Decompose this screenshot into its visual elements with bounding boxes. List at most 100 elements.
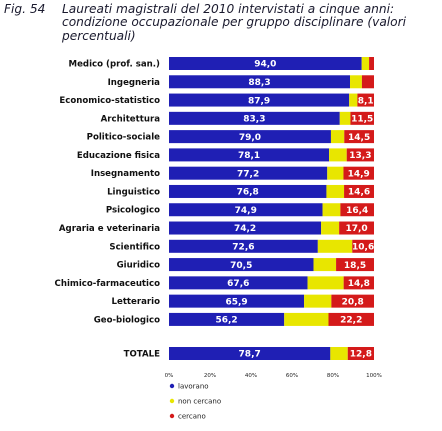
- bar-segment-cercano: [328, 312, 374, 326]
- x-tick-label: 20%: [204, 373, 216, 379]
- category-label: Scientifico: [109, 242, 160, 252]
- x-tick-label: 60%: [286, 373, 298, 379]
- figure-number: Fig. 54: [4, 2, 46, 16]
- data-label: 79,0: [239, 133, 261, 143]
- bar-segment-cercano: [331, 294, 374, 308]
- bar-segment-non-cercano: [330, 130, 345, 144]
- category-label: Medico (prof. san.): [69, 60, 161, 70]
- bar-segment-lavorano: [169, 312, 285, 326]
- data-label: 14,8: [348, 279, 370, 289]
- data-label: 74,2: [234, 224, 256, 234]
- data-label: 22,2: [340, 316, 362, 326]
- data-label: 11,5: [351, 115, 373, 125]
- chart-title: Laureati magistrali del 2010 intervistat…: [62, 2, 407, 43]
- data-label: 8,1: [358, 96, 374, 106]
- bar-segment-non-cercano: [317, 239, 353, 253]
- bar-segment-cercano: [369, 57, 374, 70]
- bar-segment-non-cercano: [339, 111, 351, 125]
- x-tick-label: 40%: [245, 373, 257, 379]
- bar-segment-cercano: [343, 276, 374, 290]
- data-label: 14,5: [348, 133, 370, 143]
- bar-segment-lavorano: [169, 258, 314, 272]
- bar-segment-cercano: [336, 258, 374, 272]
- bar-segment-non-cercano: [329, 148, 347, 162]
- category-label: Psicologico: [106, 206, 160, 216]
- legend-marker: [169, 383, 175, 389]
- bar-segment-non-cercano: [313, 258, 337, 272]
- data-label: 70,5: [230, 261, 252, 271]
- category-label: Architettura: [101, 114, 161, 124]
- x-tick-label: 0%: [165, 373, 174, 379]
- data-label: 67,6: [227, 279, 249, 289]
- category-label: Insegnamento: [91, 169, 160, 179]
- data-label: 13,3: [349, 151, 371, 161]
- legend-marker: [169, 398, 175, 404]
- bar-segment-non-cercano: [326, 184, 345, 198]
- data-label: 78,1: [238, 151, 260, 161]
- data-label: 72,6: [232, 243, 254, 253]
- category-label: Letterario: [112, 297, 161, 307]
- bar-segment-lavorano: [169, 347, 331, 360]
- data-label: 20,8: [342, 297, 364, 307]
- data-label: 77,2: [237, 169, 259, 179]
- data-label: 87,9: [248, 96, 270, 106]
- bar-segment-non-cercano: [284, 312, 329, 326]
- bar-segment-non-cercano: [350, 75, 362, 89]
- data-label: 83,3: [243, 115, 265, 125]
- bar-segment-cercano: [350, 111, 374, 125]
- bar-segment-lavorano: [169, 166, 328, 180]
- data-label: 65,9: [225, 297, 247, 307]
- legend-label: lavorano: [178, 383, 209, 391]
- bar-segment-non-cercano: [349, 93, 358, 107]
- bar-segment-non-cercano: [321, 221, 340, 235]
- bar-segment-non-cercano: [327, 166, 344, 180]
- data-label: 56,2: [215, 316, 237, 326]
- data-label: 76,8: [237, 188, 259, 198]
- bar-segment-lavorano: [169, 203, 323, 217]
- bar-segment-cercano: [340, 203, 374, 217]
- category-label: Geo-biologico: [94, 315, 160, 325]
- bar-segment-non-cercano: [361, 57, 370, 70]
- chart-caption: Fig. 54 Laureati magistrali del 2010 int…: [4, 2, 440, 42]
- category-label: Politico-sociale: [87, 133, 161, 143]
- category-label: Agraria e veterinaria: [59, 224, 160, 234]
- category-label: Ingegneria: [108, 78, 161, 88]
- legend-label: cercano: [178, 413, 206, 421]
- category-label: Giuridico: [117, 261, 160, 271]
- data-label: 74,9: [235, 206, 257, 216]
- bar-segment-cercano: [339, 221, 374, 235]
- bar-segment-cercano: [357, 93, 374, 107]
- bar-segment-cercano: [344, 130, 374, 144]
- data-label: 18,5: [344, 261, 366, 271]
- bar-segment-cercano: [347, 347, 374, 360]
- bar-segment-non-cercano: [330, 347, 348, 360]
- data-label: 78,7: [239, 350, 261, 360]
- category-label: Educazione fisica: [77, 151, 160, 161]
- bar-segment-cercano: [343, 166, 374, 180]
- data-label: 12,8: [350, 350, 372, 360]
- bar-segment-lavorano: [169, 184, 327, 198]
- data-label: 17,0: [345, 224, 367, 234]
- bar-segment-lavorano: [169, 148, 330, 162]
- legend-label: non cercano: [178, 398, 221, 406]
- bar-segment-lavorano: [169, 130, 331, 144]
- bar-segment-lavorano: [169, 93, 350, 107]
- bar-segment-non-cercano: [307, 276, 344, 290]
- bar-segment-cercano: [346, 148, 374, 162]
- bar-segment-lavorano: [169, 111, 340, 125]
- data-label: 88,3: [248, 78, 270, 88]
- category-label: Economico-statistico: [59, 96, 160, 106]
- bar-segment-cercano: [344, 184, 374, 198]
- category-label: TOTALE: [124, 350, 160, 360]
- category-label: Linguistico: [107, 187, 160, 197]
- category-label: Chimico-farmaceutico: [55, 279, 161, 289]
- data-label: 16,4: [346, 206, 368, 216]
- bar-segment-lavorano: [169, 239, 318, 253]
- bar-segment-lavorano: [169, 276, 308, 290]
- x-tick-label: 80%: [327, 373, 339, 379]
- data-label: 10,6: [352, 243, 374, 253]
- bar-segment-lavorano: [169, 294, 305, 308]
- bar-segment-non-cercano: [304, 294, 332, 308]
- bar-segment-lavorano: [169, 221, 322, 235]
